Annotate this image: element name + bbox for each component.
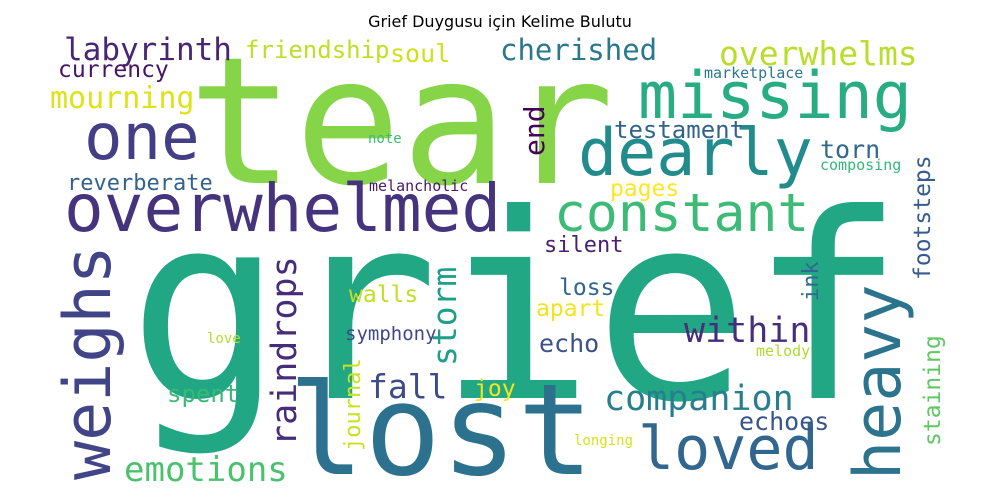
word: longing: [574, 433, 633, 449]
word: labyrinth: [64, 32, 232, 68]
word: lost: [288, 356, 594, 500]
word: cherished: [500, 33, 657, 67]
word: echoes: [739, 407, 829, 436]
word: marketplace: [704, 64, 803, 82]
word: dearly: [578, 116, 813, 191]
word: melody: [756, 342, 810, 360]
word: raindrops: [265, 256, 305, 446]
word: storm: [425, 267, 464, 366]
word: spent: [167, 380, 239, 408]
word: mourning: [50, 81, 195, 116]
word: walls: [349, 282, 418, 308]
word: grief: [128, 159, 905, 459]
word: end: [518, 105, 551, 156]
word: ink: [799, 261, 824, 301]
word: constant: [554, 183, 809, 244]
word: heavy: [841, 284, 916, 480]
word: reverberate: [67, 171, 213, 196]
word: love: [207, 331, 241, 347]
word: silent: [544, 233, 623, 258]
word: one: [84, 101, 200, 175]
word: apart: [536, 296, 605, 322]
word: soul: [390, 39, 450, 68]
word: currency: [58, 57, 169, 83]
word: pages: [610, 176, 679, 202]
word: torn: [820, 135, 880, 164]
word: overwhelmed: [64, 170, 501, 247]
chart-title: Grief Duygusu için Kelime Bulutu: [368, 12, 632, 31]
word: friendship: [245, 36, 390, 64]
word: within: [684, 311, 810, 351]
word: melancholic: [369, 177, 468, 195]
word: footsteps: [910, 155, 936, 280]
word: companion: [604, 379, 794, 419]
word: fall: [368, 367, 447, 406]
word: journal: [341, 358, 366, 451]
word: echo: [539, 329, 599, 358]
word: composing: [820, 156, 901, 174]
word: loss: [559, 275, 614, 301]
word: loved: [638, 414, 819, 484]
word: missing: [638, 59, 912, 134]
word: emotions: [124, 450, 288, 490]
word: note: [368, 131, 402, 147]
word: tear: [188, 19, 614, 225]
word: symphony: [345, 323, 437, 345]
word: staining: [920, 335, 946, 446]
word: testament: [614, 116, 744, 144]
word: overwhelms: [719, 34, 918, 73]
word: joy: [474, 376, 516, 402]
word: weighs: [51, 245, 126, 480]
